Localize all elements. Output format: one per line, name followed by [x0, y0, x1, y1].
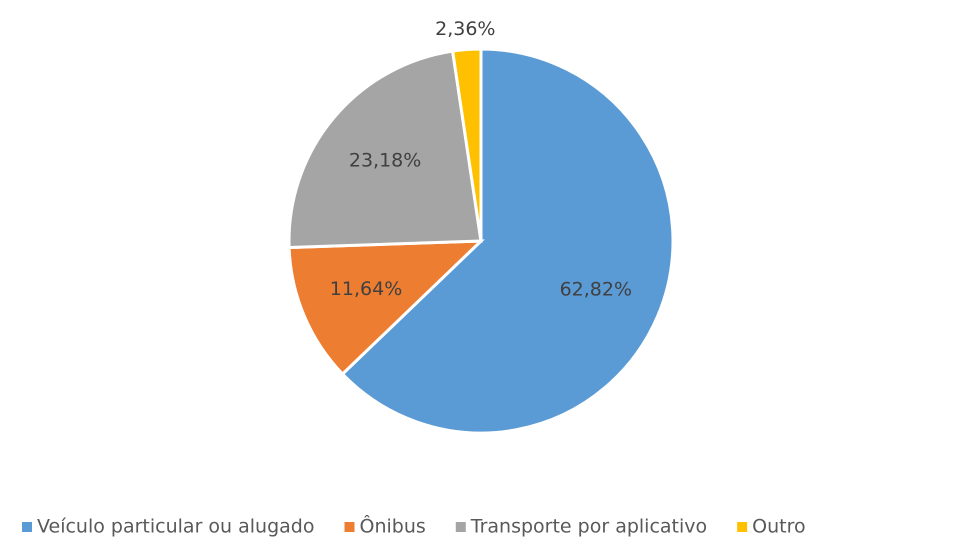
data-label: 11,64%: [330, 278, 402, 300]
pie-slice: [287, 239, 485, 377]
legend-label: Transporte por aplicativo: [470, 516, 707, 538]
legend-swatch: [737, 522, 748, 532]
pie-slice: [450, 47, 483, 242]
legend-swatch: [22, 522, 32, 532]
data-label: 2,36%: [435, 18, 495, 40]
legend-swatch: [455, 522, 466, 532]
data-label: 62,82%: [560, 278, 632, 300]
legend-label: Outro: [752, 516, 805, 538]
pie-slice: [287, 49, 483, 250]
legend-label: Veículo particular ou alugado: [37, 516, 315, 538]
legend-swatch: [344, 522, 355, 532]
data-label: 23,18%: [349, 150, 421, 172]
pie-slice: [340, 47, 675, 435]
legend-label: Ônibus: [360, 514, 426, 538]
